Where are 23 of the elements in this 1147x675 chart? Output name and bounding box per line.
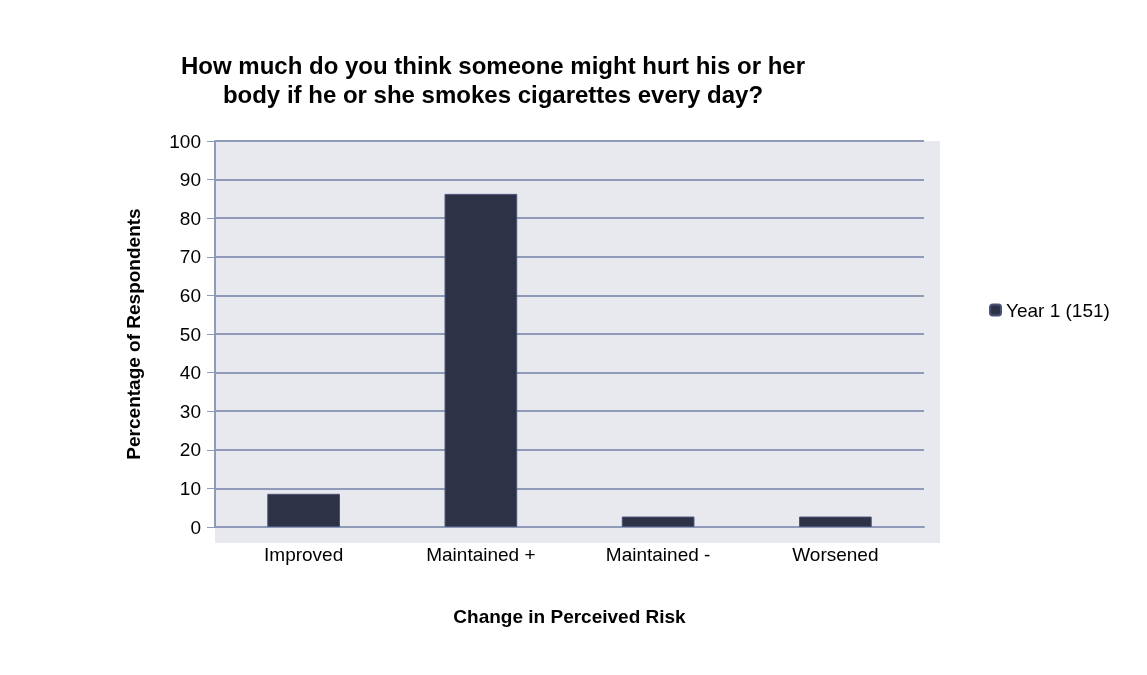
legend-label: Year 1 (151) [1006, 299, 1110, 321]
y-tick-label: 20 [179, 439, 201, 461]
bar [267, 493, 340, 527]
y-axis-title: Percentage of Respondents [123, 208, 144, 460]
x-tick-label: Maintained - [605, 544, 711, 565]
x-tick-label: Worsened [792, 544, 879, 565]
bar [799, 516, 872, 527]
y-tick-label: 10 [179, 477, 201, 499]
chart-title: How much do you think someone might hurt his or her body if he or she smokes cigarettes every day? [180, 52, 806, 108]
bar [444, 193, 518, 527]
y-tick-label: 70 [179, 246, 201, 268]
x-axis-title: Change in Perceived Risk [453, 606, 687, 627]
y-tick-label: 40 [179, 362, 201, 384]
y-tick-label: 50 [179, 323, 201, 345]
y-tick-label: 100 [169, 130, 201, 152]
bar [621, 516, 695, 527]
y-tick-label: 90 [179, 169, 201, 191]
y-tick-label: 60 [179, 284, 201, 306]
x-tick-label: Improved [264, 544, 344, 565]
y-tick-label: 80 [179, 207, 201, 229]
x-tick-label: Maintained + [426, 544, 536, 565]
y-tick-label: 30 [179, 400, 201, 422]
y-tick-label: 0 [190, 516, 201, 538]
